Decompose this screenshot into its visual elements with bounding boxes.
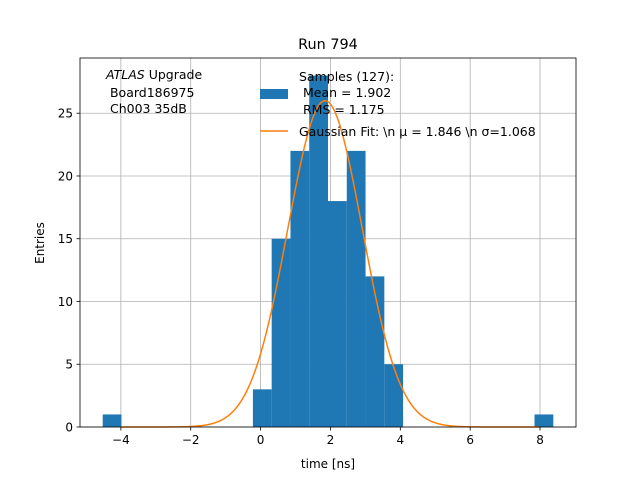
histogram-bar — [102, 414, 122, 427]
histogram-bar — [534, 414, 554, 427]
y-tick-label: 25 — [58, 107, 73, 121]
axes-frame — [79, 57, 577, 428]
y-tick-label: 5 — [65, 358, 73, 372]
legend-fit-label: Gaussian Fit: \n μ = 1.846 \n σ=1.068 — [299, 124, 536, 139]
y-tick-label: 15 — [58, 232, 73, 246]
x-tick-label: 0 — [257, 433, 265, 447]
histogram-bar — [290, 150, 310, 427]
ticks: −4 −2 0 2 4 6 8 0 5 10 15 20 25 — [58, 107, 544, 447]
y-axis-label: Entries — [33, 222, 47, 264]
legend-samples-label: Samples (127): — [299, 69, 394, 84]
histogram-bar — [252, 389, 272, 427]
x-tick-label: 8 — [536, 433, 544, 447]
legend-rms-label: RMS = 1.175 — [299, 102, 385, 117]
board-label: Board186975 — [106, 85, 194, 100]
y-tick-label: 0 — [65, 421, 73, 435]
x-axis-label: time [ns] — [301, 457, 355, 471]
x-tick-label: −2 — [182, 433, 200, 447]
histogram-bar — [365, 276, 385, 427]
legend-histogram-patch — [260, 89, 288, 99]
x-tick-label: 6 — [466, 433, 474, 447]
histogram-bar — [309, 75, 328, 428]
channel-label: Ch003 35dB — [106, 101, 187, 116]
legend-mean-label: Mean = 1.902 — [299, 85, 391, 100]
svg-text:ATLAS Upgrade: ATLAS Upgrade — [105, 67, 202, 82]
chart-title: Run 794 — [298, 37, 358, 53]
atlas-annotation: ATLAS Upgrade Board186975 Ch003 35dB — [105, 67, 202, 116]
x-tick-label: 4 — [396, 433, 404, 447]
y-tick-label: 20 — [58, 169, 73, 183]
x-tick-label: 2 — [327, 433, 335, 447]
histogram-bar — [346, 150, 366, 427]
upgrade-label: Upgrade — [145, 67, 203, 82]
atlas-label: ATLAS — [105, 67, 145, 82]
histogram-bar — [328, 201, 347, 427]
histogram-bar — [384, 364, 404, 427]
legend: Samples (127): Mean = 1.902 RMS = 1.175 … — [260, 69, 536, 139]
y-tick-label: 10 — [58, 295, 73, 309]
x-tick-label: −4 — [112, 433, 130, 447]
histogram-bars — [102, 75, 554, 428]
